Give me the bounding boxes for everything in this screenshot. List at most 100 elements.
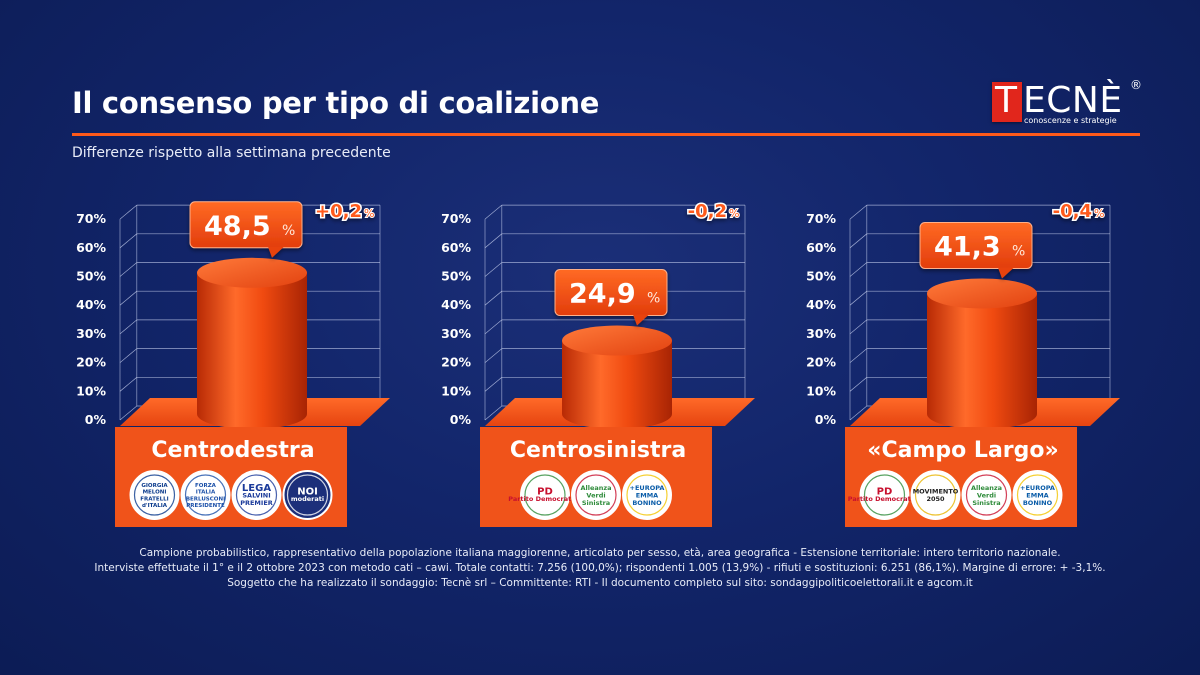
y-tick-label: 50% bbox=[76, 269, 106, 284]
y-tick-label: 60% bbox=[441, 240, 471, 255]
grid-slant bbox=[849, 233, 868, 249]
party-logo-text: GIORGIA bbox=[141, 483, 168, 489]
change-indicator: -0,2% bbox=[686, 200, 740, 224]
callout-pointer bbox=[268, 246, 284, 258]
party-logo-circle bbox=[571, 470, 621, 520]
party-logo-text: d'ITALIA bbox=[142, 503, 168, 509]
party-logo-circle bbox=[129, 470, 180, 520]
grid-slant bbox=[849, 348, 868, 363]
change-unit: % bbox=[729, 207, 739, 220]
y-tick-label: 40% bbox=[806, 297, 836, 312]
party-logo-text: EMMA bbox=[1026, 491, 1048, 499]
party-logo-text: FORZA bbox=[195, 483, 217, 489]
change-value: -0,4 bbox=[1053, 201, 1092, 222]
party-logo-circle bbox=[520, 470, 570, 520]
party-logo-circle bbox=[231, 470, 282, 520]
party-logo-ring bbox=[133, 474, 176, 516]
callout-box bbox=[189, 201, 303, 249]
value-unit: % bbox=[1012, 243, 1025, 259]
grid-slant bbox=[119, 405, 138, 421]
party-logo-text: Verdi bbox=[977, 491, 996, 499]
logo-wordmark: ECNÈ bbox=[1023, 80, 1123, 121]
grid-slant bbox=[849, 405, 868, 421]
value-callout: 48,5% bbox=[189, 201, 303, 258]
y-tick-label: 50% bbox=[806, 269, 836, 284]
callout-box bbox=[919, 221, 1033, 269]
grid-slant bbox=[484, 204, 503, 220]
party-logo-ring bbox=[965, 474, 1008, 516]
bar-cylinder bbox=[927, 293, 1037, 429]
party-logo-text: Partito Democratico bbox=[508, 495, 582, 503]
party-logo-text: Verdi bbox=[586, 491, 605, 499]
party-logo-text: Sinistra bbox=[972, 499, 1000, 507]
party-logo-text: BERLUSCONI bbox=[186, 496, 225, 502]
tecne-logo: T ECNÈ ® conoscenze e strategie bbox=[992, 78, 1142, 128]
party-logo-text: PREMIER bbox=[240, 499, 273, 507]
change-indicator: -0,4% bbox=[1051, 200, 1105, 224]
footer-line-2: Interviste effettuate il 1° e il 2 ottob… bbox=[94, 562, 1106, 574]
party-logo-ring bbox=[575, 474, 617, 516]
methodology-note: Campione probabilistico, rappresentativo… bbox=[80, 546, 1120, 591]
party-logo-text: ITALIA bbox=[196, 490, 216, 496]
grid-slant bbox=[484, 348, 503, 363]
callout-box bbox=[554, 269, 668, 317]
grid-slant bbox=[849, 319, 868, 335]
party-logo-text: PD bbox=[537, 487, 553, 498]
party-logo-text: BONINO bbox=[1023, 499, 1053, 507]
chart-panel-2: 0%10%20%30%40%50%60%70%41,3 %-0,4 %«Campo … bbox=[806, 200, 1120, 527]
chart-panel-0: 0%10%20%30%40%50%60%70% 48,5 %+0,2 %Centrod… bbox=[76, 200, 390, 527]
logo-red-box bbox=[992, 82, 1022, 122]
logo-initial: T bbox=[995, 80, 1017, 121]
party-logo-text: MOVIMENTO bbox=[913, 488, 959, 496]
y-tick-label: 30% bbox=[806, 326, 836, 341]
callout-pointer bbox=[998, 267, 1014, 279]
logo-registered-mark: ® bbox=[1130, 78, 1142, 92]
y-tick-label: 30% bbox=[441, 326, 471, 341]
grid-slant bbox=[484, 319, 503, 335]
y-tick-label: 40% bbox=[76, 297, 106, 312]
y-tick-label: 10% bbox=[76, 383, 106, 398]
party-logo-ring bbox=[286, 474, 329, 516]
y-tick-label: 70% bbox=[76, 211, 106, 226]
party-logo-circle bbox=[910, 470, 961, 520]
page-subtitle: Differenze rispetto alla settimana prece… bbox=[72, 145, 391, 161]
party-logo-text: PD bbox=[877, 487, 893, 498]
party-logo-text: LEGA bbox=[242, 483, 271, 494]
party-logo-ring bbox=[235, 474, 278, 516]
party-logo-ring bbox=[863, 474, 906, 516]
party-logo-text: Partito Democratico bbox=[848, 495, 922, 503]
change-value: -0,2 bbox=[688, 201, 727, 222]
y-tick-label: 0% bbox=[815, 412, 837, 427]
party-logo-text: Alleanza bbox=[580, 484, 611, 492]
party-logo-ring bbox=[524, 474, 566, 516]
change-value: +0,2 bbox=[315, 201, 362, 222]
grid-slant bbox=[849, 290, 868, 306]
party-logo-text: +EUROPA bbox=[630, 484, 665, 492]
value-label: 41,3 bbox=[934, 231, 1001, 262]
y-tick-label: 60% bbox=[76, 240, 106, 255]
party-logo-circle bbox=[961, 470, 1012, 520]
footer-line-3: Soggetto che ha realizzato il sondaggio:… bbox=[227, 577, 973, 589]
y-tick-label: 10% bbox=[806, 383, 836, 398]
grid-slant bbox=[119, 377, 138, 392]
grid-slant bbox=[484, 377, 503, 392]
y-tick-label: 50% bbox=[441, 269, 471, 284]
footer-line-1: Campione probabilistico, rappresentativo… bbox=[139, 547, 1061, 559]
value-unit: % bbox=[647, 291, 660, 307]
y-tick-label: 70% bbox=[441, 211, 471, 226]
value-callout: 24,9% bbox=[554, 269, 668, 326]
y-tick-label: 60% bbox=[806, 240, 836, 255]
grid-slant bbox=[119, 262, 138, 277]
y-tick-label: 70% bbox=[806, 211, 836, 226]
party-logo-text: SALVINI bbox=[242, 491, 270, 499]
value-callout: 41,3% bbox=[919, 221, 1033, 279]
y-tick-label: 20% bbox=[76, 355, 106, 370]
